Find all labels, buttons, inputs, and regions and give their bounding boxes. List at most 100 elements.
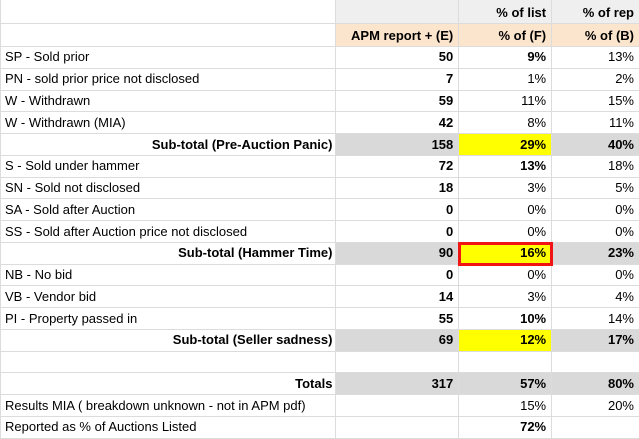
cell-label[interactable]: SP - Sold prior bbox=[1, 47, 337, 69]
cell-pct-of-list[interactable]: 9% bbox=[459, 47, 553, 69]
row-pn-sold-prior-not-disclosed: PN - sold prior price not disclosed 7 1%… bbox=[1, 68, 639, 91]
cell-apm-count[interactable]: 42 bbox=[336, 112, 460, 135]
cell-pct-of-list[interactable]: 0% bbox=[459, 221, 553, 243]
row-spacer bbox=[1, 351, 639, 374]
cell-pct-of-rep[interactable]: 40% bbox=[552, 134, 639, 156]
row-sn-sold-not-disclosed: SN - Sold not disclosed 18 3% 5% bbox=[1, 177, 639, 200]
cell-label[interactable]: NB - No bid bbox=[1, 264, 337, 287]
cell-pct-of-list[interactable]: 11% bbox=[459, 90, 553, 113]
row-pi-property-passed-in: PI - Property passed in 55 10% 14% bbox=[1, 308, 639, 330]
cell-label[interactable]: Sub-total (Hammer Time) bbox=[1, 242, 337, 265]
cell-label[interactable]: W - Withdrawn bbox=[1, 90, 337, 113]
cell-pct-of-list[interactable]: 0% bbox=[459, 264, 553, 287]
cell-pct-of-rep[interactable]: 13% bbox=[552, 47, 639, 69]
cell-pct-of-list[interactable]: 72% bbox=[459, 417, 553, 439]
cell-label[interactable]: Results MIA ( breakdown unknown - not in… bbox=[1, 395, 337, 418]
cell-pct-of-rep[interactable]: 80% bbox=[552, 373, 639, 396]
row-ss-sold-after-auction-not-disclosed: SS - Sold after Auction price not disclo… bbox=[1, 221, 639, 243]
cell-label[interactable]: Sub-total (Pre-Auction Panic) bbox=[1, 134, 337, 156]
cell-pct-of-rep[interactable]: 0% bbox=[552, 221, 639, 243]
cell-apm-count[interactable]: 69 bbox=[336, 329, 460, 352]
cell-apm-count[interactable]: 7 bbox=[336, 68, 460, 91]
cell-label[interactable]: Totals bbox=[1, 373, 337, 396]
cell-pct-of-list-highlighted[interactable]: 29% bbox=[459, 134, 553, 156]
row-sp-sold-prior: SP - Sold prior 50 9% 13% bbox=[1, 47, 639, 69]
header-pct-of-f[interactable]: % of (F) bbox=[459, 24, 553, 47]
cell-apm-count[interactable]: 14 bbox=[336, 286, 460, 309]
cell-apm-count[interactable]: 90 bbox=[336, 242, 460, 265]
cell-pct-of-rep[interactable]: 5% bbox=[552, 178, 639, 200]
cell-pct-of-rep[interactable]: 4% bbox=[552, 286, 639, 309]
cell-label[interactable]: SA - Sold after Auction bbox=[1, 199, 337, 222]
cell-label[interactable]: VB - Vendor bid bbox=[1, 286, 337, 309]
header-apm-report-e[interactable]: APM report + (E) bbox=[336, 24, 460, 47]
row-w-withdrawn-mia: W - Withdrawn (MIA) 42 8% 11% bbox=[1, 112, 639, 135]
cell-pct-of-list[interactable]: 0% bbox=[459, 199, 553, 222]
row-subtotal-hammer-time: Sub-total (Hammer Time) 90 16% 23% bbox=[1, 241, 639, 266]
cell-label[interactable]: Reported as % of Auctions Listed bbox=[1, 417, 337, 439]
cell-label[interactable] bbox=[1, 351, 337, 374]
cell-apm-count[interactable] bbox=[336, 395, 460, 418]
cell-apm-count[interactable] bbox=[336, 351, 460, 374]
cell-label[interactable]: S - Sold under hammer bbox=[1, 155, 337, 178]
header-pct-of-list[interactable]: % of list bbox=[459, 0, 553, 24]
cell-pct-of-list[interactable] bbox=[459, 351, 553, 374]
cell-pct-of-rep[interactable]: 23% bbox=[552, 242, 639, 265]
row-vb-vendor-bid: VB - Vendor bid 14 3% 4% bbox=[1, 286, 639, 309]
header-apm-blank-cell[interactable] bbox=[336, 0, 460, 24]
cell-pct-of-rep[interactable] bbox=[552, 352, 639, 374]
cell-pct-of-list[interactable]: 13% bbox=[459, 155, 553, 178]
cell-pct-of-list-selected[interactable]: 16% bbox=[458, 241, 554, 266]
cell-apm-count[interactable]: 0 bbox=[336, 221, 460, 243]
header-pct-of-rep[interactable]: % of rep bbox=[552, 0, 639, 24]
header-blank-cell[interactable] bbox=[1, 0, 337, 24]
cell-apm-count[interactable] bbox=[336, 417, 460, 439]
header-row-1: % of list % of rep bbox=[1, 0, 639, 24]
cell-pct-of-list[interactable]: 15% bbox=[459, 395, 553, 418]
cell-pct-of-rep[interactable]: 0% bbox=[552, 199, 639, 222]
cell-pct-of-rep[interactable]: 0% bbox=[552, 265, 639, 287]
cell-pct-of-list[interactable]: 57% bbox=[459, 373, 553, 396]
cell-pct-of-list[interactable]: 10% bbox=[459, 308, 553, 330]
row-s-sold-under-hammer: S - Sold under hammer 72 13% 18% bbox=[1, 155, 639, 178]
cell-apm-count[interactable]: 72 bbox=[336, 155, 460, 178]
row-reported-pct-of-auctions-listed: Reported as % of Auctions Listed 72% bbox=[1, 417, 639, 439]
cell-pct-of-rep[interactable]: 15% bbox=[552, 91, 639, 113]
cell-label[interactable]: SS - Sold after Auction price not disclo… bbox=[1, 221, 337, 243]
cell-label[interactable]: SN - Sold not disclosed bbox=[1, 177, 337, 200]
cell-pct-of-rep[interactable]: 18% bbox=[552, 156, 639, 178]
cell-pct-of-list-highlighted[interactable]: 12% bbox=[459, 329, 553, 352]
cell-pct-of-list[interactable]: 8% bbox=[459, 112, 553, 135]
cell-apm-count[interactable]: 55 bbox=[336, 308, 460, 330]
cell-pct-of-rep[interactable] bbox=[552, 417, 639, 439]
row-sa-sold-after-auction: SA - Sold after Auction 0 0% 0% bbox=[1, 199, 639, 222]
cell-label[interactable]: PN - sold prior price not disclosed bbox=[1, 68, 337, 91]
cell-pct-of-list[interactable]: 3% bbox=[459, 286, 553, 309]
row-results-mia: Results MIA ( breakdown unknown - not in… bbox=[1, 395, 639, 418]
cell-label[interactable]: Sub-total (Seller sadness) bbox=[1, 329, 337, 352]
cell-pct-of-rep[interactable]: 20% bbox=[552, 395, 639, 418]
cell-pct-of-rep[interactable]: 14% bbox=[552, 308, 639, 330]
cell-pct-of-rep[interactable]: 2% bbox=[552, 69, 639, 91]
cell-apm-count[interactable]: 0 bbox=[336, 264, 460, 287]
header-blank-cell[interactable] bbox=[1, 24, 337, 47]
cell-pct-of-rep[interactable]: 17% bbox=[552, 329, 639, 352]
cell-apm-count[interactable]: 18 bbox=[336, 177, 460, 200]
row-w-withdrawn: W - Withdrawn 59 11% 15% bbox=[1, 90, 639, 113]
cell-apm-count[interactable]: 50 bbox=[336, 47, 460, 69]
row-totals: Totals 317 57% 80% bbox=[1, 373, 639, 396]
header-row-2: APM report + (E) % of (F) % of (B) bbox=[1, 24, 639, 47]
cell-label[interactable]: PI - Property passed in bbox=[1, 308, 337, 330]
cell-label[interactable]: W - Withdrawn (MIA) bbox=[1, 112, 337, 135]
cell-pct-of-rep[interactable]: 11% bbox=[552, 112, 639, 135]
row-nb-no-bid: NB - No bid 0 0% 0% bbox=[1, 264, 639, 287]
cell-apm-count[interactable]: 317 bbox=[336, 373, 460, 396]
cell-apm-count[interactable]: 0 bbox=[336, 199, 460, 222]
cell-pct-of-list[interactable]: 3% bbox=[459, 177, 553, 200]
header-pct-of-b[interactable]: % of (B) bbox=[552, 24, 639, 47]
cell-apm-count[interactable]: 59 bbox=[336, 90, 460, 113]
cell-apm-count[interactable]: 158 bbox=[336, 134, 460, 156]
row-subtotal-pre-auction-panic: Sub-total (Pre-Auction Panic) 158 29% 40… bbox=[1, 134, 639, 156]
cell-pct-of-list[interactable]: 1% bbox=[459, 68, 553, 91]
